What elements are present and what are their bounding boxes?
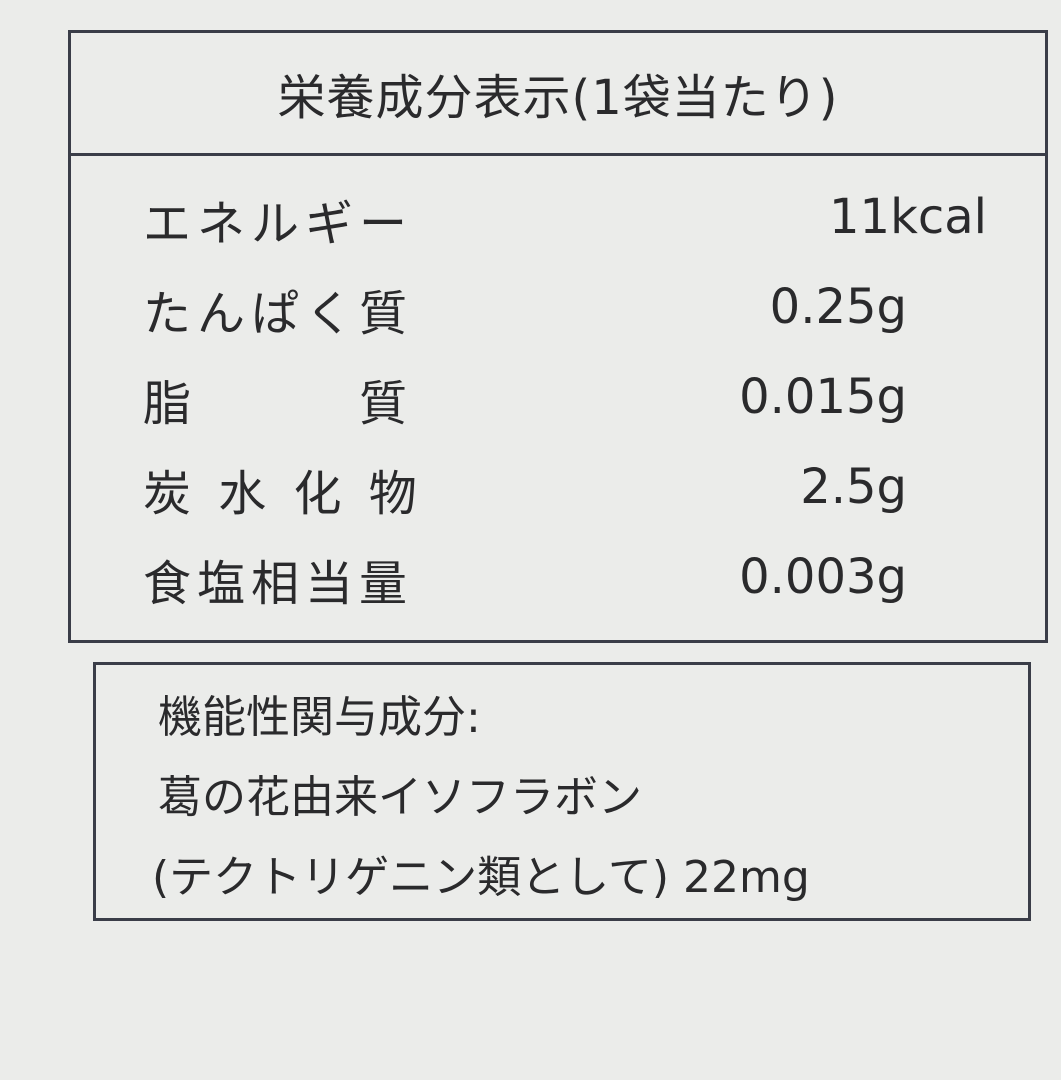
nutrient-row-energy: エネルギー [143, 179, 503, 259]
nutrient-value: 0.015g [739, 369, 907, 425]
nutrient-row-fat: 脂 質 [143, 359, 503, 439]
functional-ingredient-box: 機能性関与成分: 葛の花由来イソフラボン (テクトリゲニン類として) 22mg [93, 662, 1031, 921]
nutrient-label: 脂 質 [143, 376, 414, 432]
nutrient-value: 11kcal [828, 189, 987, 245]
nutrient-row-carbohydrate: 炭 水 化 物 [143, 449, 503, 529]
nutrient-row-protein: たんぱく質 [143, 269, 503, 349]
nutrient-row-salt: 食塩相当量 [143, 539, 503, 619]
table-title: 栄養成分表示(1袋当たり) [71, 33, 1045, 156]
nutrient-label: 炭 水 化 物 [143, 466, 423, 522]
nutrient-value: 2.5g [800, 459, 907, 515]
functional-heading: 機能性関与成分: [158, 692, 481, 743]
functional-ingredient-amount: (テクトリゲニン類として) 22mg [152, 852, 810, 903]
functional-ingredient-name: 葛の花由来イソフラボン [158, 772, 642, 823]
nutrient-value: 0.25g [769, 279, 907, 335]
nutrient-value: 0.003g [739, 549, 907, 605]
nutrition-facts-table: 栄養成分表示(1袋当たり) エネルギー 11kcal たんぱく質 0.25g 脂… [68, 30, 1048, 643]
nutrient-label: エネルギー [143, 196, 414, 252]
nutrient-label: たんぱく質 [143, 286, 414, 342]
nutrient-label: 食塩相当量 [143, 556, 414, 612]
